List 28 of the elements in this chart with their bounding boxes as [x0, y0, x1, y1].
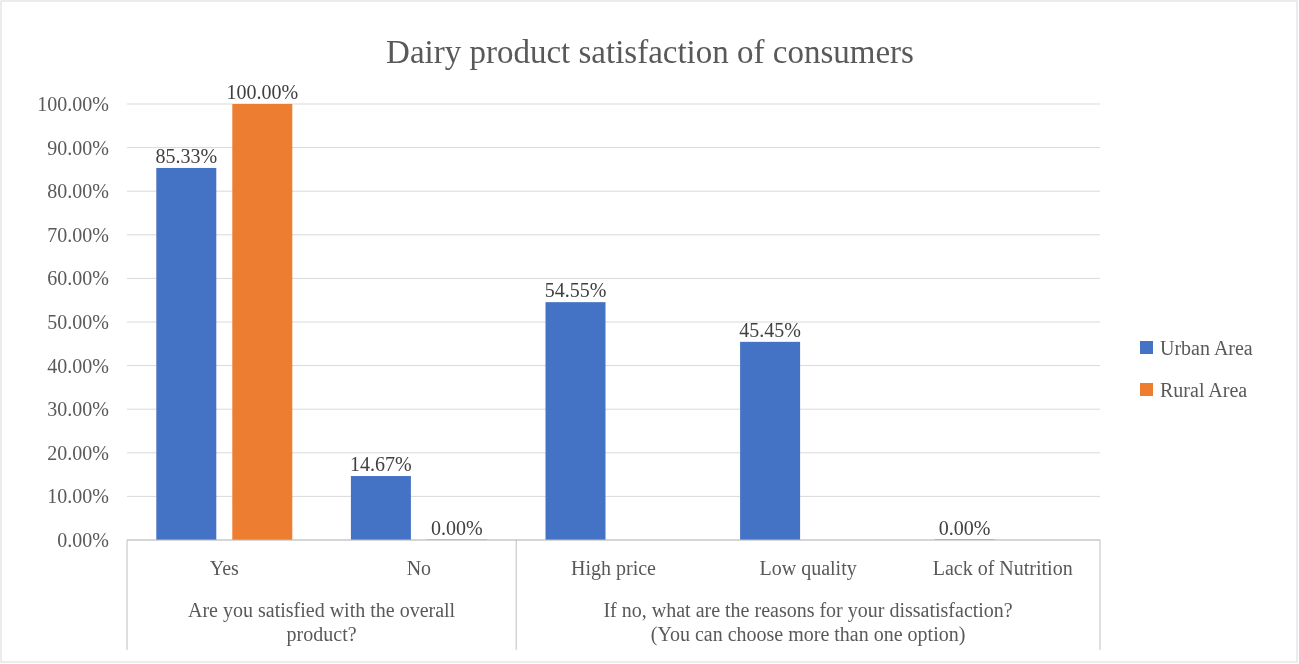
- x-tick-label: No: [406, 557, 432, 579]
- data-label: 14.67%: [350, 453, 412, 476]
- chart-title: Dairy product satisfaction of consumers: [386, 34, 914, 70]
- y-tick-label: 100.00%: [37, 93, 109, 115]
- legend-label: Urban Area: [1160, 337, 1253, 359]
- data-label: 85.33%: [155, 144, 218, 167]
- y-tick-label: 70.00%: [47, 223, 109, 246]
- y-tick-label: 0.00%: [57, 529, 109, 551]
- data-label: 100.00%: [226, 81, 299, 103]
- y-tick-label: 40.00%: [47, 354, 109, 377]
- text: If no, what are the reasons for your dissatisfaction? (You can choose more than one option): [603, 599, 1013, 646]
- y-tick-label: 90.00%: [47, 136, 109, 159]
- y-tick-label: 60.00%: [47, 267, 109, 290]
- x-tick-label: High price: [571, 557, 657, 580]
- y-tick-label: 50.00%: [47, 311, 109, 333]
- y-tick-label: 10.00%: [47, 485, 109, 508]
- y-tick-label: 20.00%: [47, 441, 109, 464]
- data-label: 0.00%: [431, 517, 483, 539]
- y-tick-label: 30.00%: [47, 398, 109, 421]
- data-label: 45.45%: [739, 318, 801, 341]
- x-tick-label: Low quality: [759, 557, 857, 580]
- x-tick-label: Yes: [209, 557, 240, 579]
- legend-label: Rural Area: [1160, 379, 1248, 401]
- text: Are you satisfied with the overall product?: [188, 599, 456, 646]
- data-label: 54.55%: [544, 279, 607, 302]
- y-tick-label: 80.00%: [47, 180, 109, 203]
- x-tick-label: Lack of Nutrition: [932, 557, 1073, 579]
- data-label: 0.00%: [938, 517, 991, 539]
